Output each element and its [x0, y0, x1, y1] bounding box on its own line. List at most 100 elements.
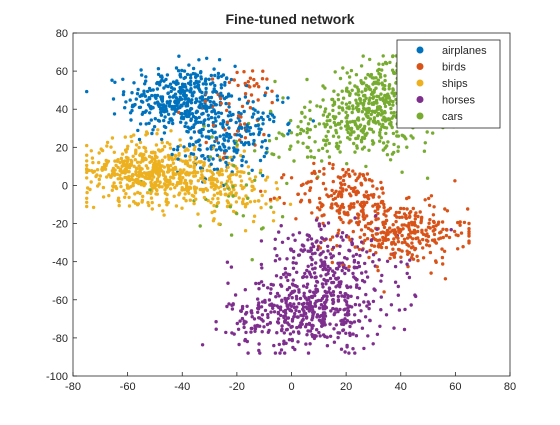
point-birds	[392, 237, 396, 241]
point-birds	[259, 189, 263, 193]
point-horses	[278, 308, 283, 312]
point-cars	[386, 140, 390, 144]
point-horses	[312, 310, 316, 314]
point-ships	[172, 194, 176, 198]
point-airplanes	[137, 137, 142, 142]
point-horses	[253, 329, 257, 333]
point-birds	[334, 202, 338, 206]
point-ships	[166, 153, 171, 158]
point-airplanes	[266, 114, 270, 119]
point-airplanes	[151, 88, 155, 92]
point-cars	[371, 102, 376, 107]
point-airplanes	[204, 86, 208, 91]
point-horses	[214, 320, 218, 324]
point-airplanes	[112, 112, 117, 116]
point-birds	[421, 232, 426, 236]
point-horses	[331, 306, 335, 311]
point-horses	[254, 281, 258, 286]
point-airplanes	[200, 154, 204, 158]
point-birds	[381, 191, 385, 195]
point-airplanes	[128, 98, 132, 102]
point-birds	[427, 221, 431, 225]
point-airplanes	[216, 115, 221, 119]
point-birds	[456, 233, 460, 238]
point-horses	[322, 224, 327, 228]
point-horses	[327, 287, 332, 291]
point-birds	[356, 222, 360, 227]
point-birds	[466, 207, 470, 211]
point-airplanes	[256, 123, 260, 128]
point-horses	[312, 290, 316, 295]
point-cars	[364, 112, 368, 117]
point-airplanes	[251, 142, 255, 146]
point-horses	[393, 280, 398, 284]
point-birds	[382, 290, 386, 294]
point-cars	[391, 114, 396, 118]
point-horses	[337, 264, 341, 268]
point-horses	[353, 313, 357, 317]
point-cars	[322, 122, 326, 126]
point-cars	[355, 146, 359, 150]
point-horses	[352, 320, 357, 324]
point-birds	[348, 174, 352, 178]
point-horses	[399, 260, 403, 264]
point-birds	[219, 96, 223, 101]
point-ships	[197, 160, 201, 164]
point-birds	[370, 233, 375, 238]
point-birds	[432, 232, 437, 237]
point-birds	[375, 265, 379, 269]
point-airplanes	[180, 112, 184, 116]
point-birds	[384, 218, 389, 223]
point-ships	[173, 157, 178, 161]
point-birds	[413, 247, 417, 252]
point-horses	[291, 266, 296, 270]
point-horses	[321, 237, 325, 241]
point-horses	[362, 346, 366, 351]
point-ships	[142, 145, 146, 150]
point-horses	[339, 347, 344, 351]
point-cars	[331, 134, 336, 138]
point-airplanes	[174, 66, 179, 70]
point-airplanes	[228, 110, 232, 115]
point-ships	[136, 178, 140, 182]
point-airplanes	[207, 158, 211, 162]
point-birds	[343, 173, 347, 177]
point-airplanes	[250, 115, 255, 119]
point-birds	[431, 229, 435, 233]
point-horses	[279, 313, 283, 318]
point-horses	[326, 221, 331, 225]
point-birds	[421, 246, 425, 250]
point-airplanes	[229, 113, 233, 118]
point-horses	[334, 307, 339, 311]
point-ships	[173, 185, 177, 190]
point-ships	[186, 185, 190, 190]
point-horses	[297, 231, 302, 235]
point-airplanes	[113, 80, 117, 85]
point-horses	[288, 332, 293, 336]
point-ships	[234, 173, 238, 177]
point-cars	[383, 84, 387, 88]
point-birds	[289, 176, 294, 180]
point-birds	[410, 223, 414, 227]
point-horses	[287, 293, 292, 297]
point-horses	[249, 309, 254, 313]
point-birds	[429, 271, 433, 275]
point-ships	[145, 191, 150, 195]
point-ships	[120, 177, 124, 181]
point-ships	[132, 199, 136, 204]
point-horses	[331, 297, 335, 302]
point-birds	[365, 214, 369, 218]
point-horses	[273, 247, 277, 251]
point-birds	[386, 232, 390, 236]
point-airplanes	[144, 75, 148, 79]
point-airplanes	[182, 69, 187, 73]
point-birds	[203, 99, 208, 104]
point-ships	[85, 143, 89, 148]
point-cars	[299, 119, 303, 124]
point-horses	[312, 334, 316, 338]
legend-marker-horses	[416, 96, 424, 103]
point-cars	[300, 110, 304, 115]
point-ships	[229, 155, 233, 160]
point-horses	[266, 330, 270, 334]
point-ships	[240, 186, 245, 191]
